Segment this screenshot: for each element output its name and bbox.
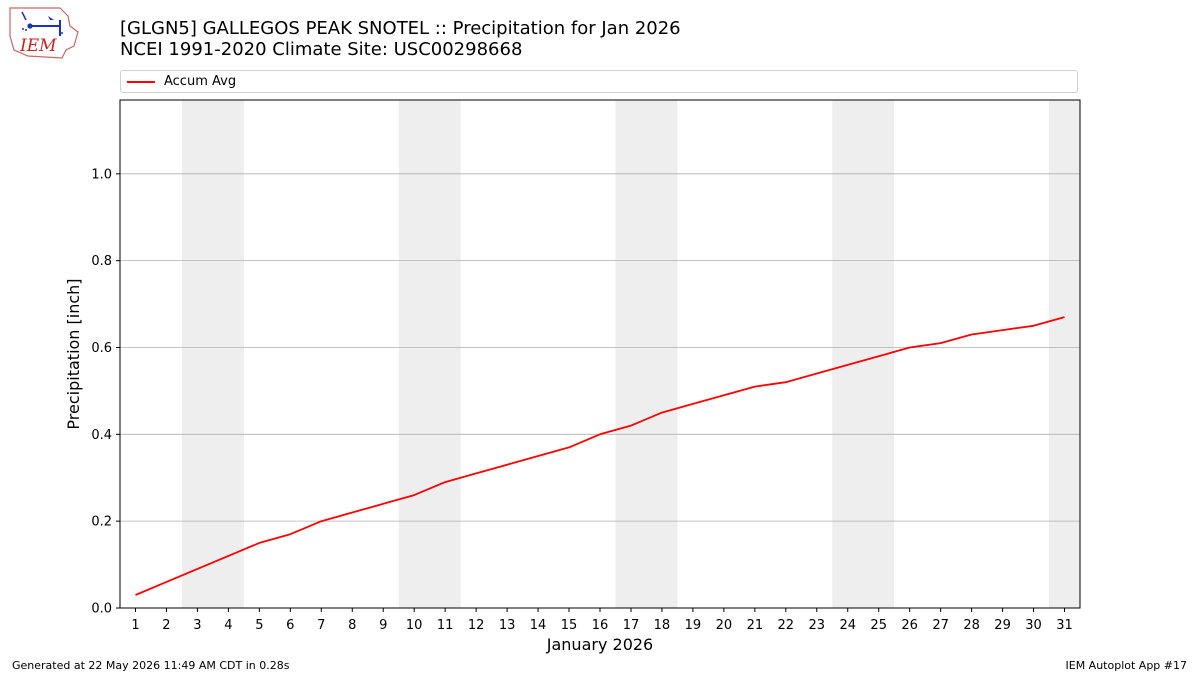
x-tick-label-28: 28 <box>963 618 980 633</box>
x-tick-label-11: 11 <box>437 618 454 633</box>
x-tick-label-14: 14 <box>530 618 547 633</box>
y-tick-label-3: 0.6 <box>91 341 112 356</box>
weekend-band-0 <box>181 100 244 608</box>
x-tick-label-5: 5 <box>255 618 263 633</box>
legend-swatch <box>127 81 155 83</box>
y-tick-label-1: 0.2 <box>91 515 112 530</box>
x-tick-label-23: 23 <box>809 618 826 633</box>
x-tick-label-2: 2 <box>162 618 170 633</box>
x-axis: 1 2 3 4 5 6 7 8 9 10 11 12 13 14 15 16 17 18 19 20 21 22 23 24 2… <box>131 608 1073 633</box>
x-tick-label-29: 29 <box>994 618 1011 633</box>
x-tick-label-31: 31 <box>1056 618 1073 633</box>
x-tick-label-8: 8 <box>348 618 356 633</box>
x-tick-label-6: 6 <box>286 618 294 633</box>
y-tick-label-2: 0.4 <box>91 428 112 443</box>
plot-frame <box>119 99 1081 609</box>
x-axis-label: January 2026 <box>546 635 653 654</box>
y-tick-label-4: 0.8 <box>91 254 112 269</box>
y-axis-label: Precipitation [inch] <box>64 278 83 429</box>
weekend-band-1 <box>398 100 461 608</box>
chart-title: [GLGN5] GALLEGOS PEAK SNOTEL :: Precipit… <box>120 18 681 60</box>
x-tick-label-30: 30 <box>1025 618 1042 633</box>
x-tick-label-24: 24 <box>839 618 856 633</box>
title-line-2: NCEI 1991-2020 Climate Site: USC00298668 <box>120 39 523 60</box>
x-tick-label-25: 25 <box>870 618 887 633</box>
x-tick-label-7: 7 <box>317 618 325 633</box>
x-tick-label-4: 4 <box>224 618 232 633</box>
iem-logo-icon: IEM <box>9 7 79 59</box>
y-tick-label-0: 0.0 <box>91 602 112 617</box>
x-tick-label-16: 16 <box>592 618 609 633</box>
legend-label: Accum Avg <box>164 74 237 89</box>
weekend-band-4 <box>1049 100 1080 608</box>
x-tick-label-26: 26 <box>901 618 918 633</box>
x-tick-label-21: 21 <box>747 618 764 633</box>
x-tick-label-12: 12 <box>468 618 485 633</box>
footer-generated: Generated at 22 May 2026 11:49 AM CDT in… <box>12 659 290 672</box>
x-tick-label-18: 18 <box>654 618 671 633</box>
logo-text: IEM <box>19 36 57 56</box>
title-line-1: [GLGN5] GALLEGOS PEAK SNOTEL :: Precipit… <box>120 18 681 39</box>
weekend-bands <box>181 100 1080 608</box>
x-tick-label-22: 22 <box>778 618 795 633</box>
legend: Accum Avg <box>120 70 1078 93</box>
x-tick-label-20: 20 <box>716 618 733 633</box>
weekend-band-2 <box>615 100 678 608</box>
y-tick-label-5: 1.0 <box>91 167 112 182</box>
x-tick-label-1: 1 <box>131 618 139 633</box>
x-tick-label-15: 15 <box>561 618 578 633</box>
x-tick-label-27: 27 <box>932 618 949 633</box>
y-axis: 0.0 0.2 0.4 0.6 0.8 1.0 <box>91 167 120 617</box>
x-tick-label-19: 19 <box>685 618 702 633</box>
footer-app: IEM Autoplot App #17 <box>1065 659 1188 672</box>
x-tick-label-10: 10 <box>406 618 423 633</box>
x-tick-label-3: 3 <box>193 618 201 633</box>
series-line-0 <box>135 316 1065 596</box>
x-tick-label-9: 9 <box>379 618 387 633</box>
series-layer <box>135 316 1065 596</box>
x-tick-label-17: 17 <box>623 618 640 633</box>
gridlines <box>120 173 1080 522</box>
x-tick-label-13: 13 <box>499 618 516 633</box>
